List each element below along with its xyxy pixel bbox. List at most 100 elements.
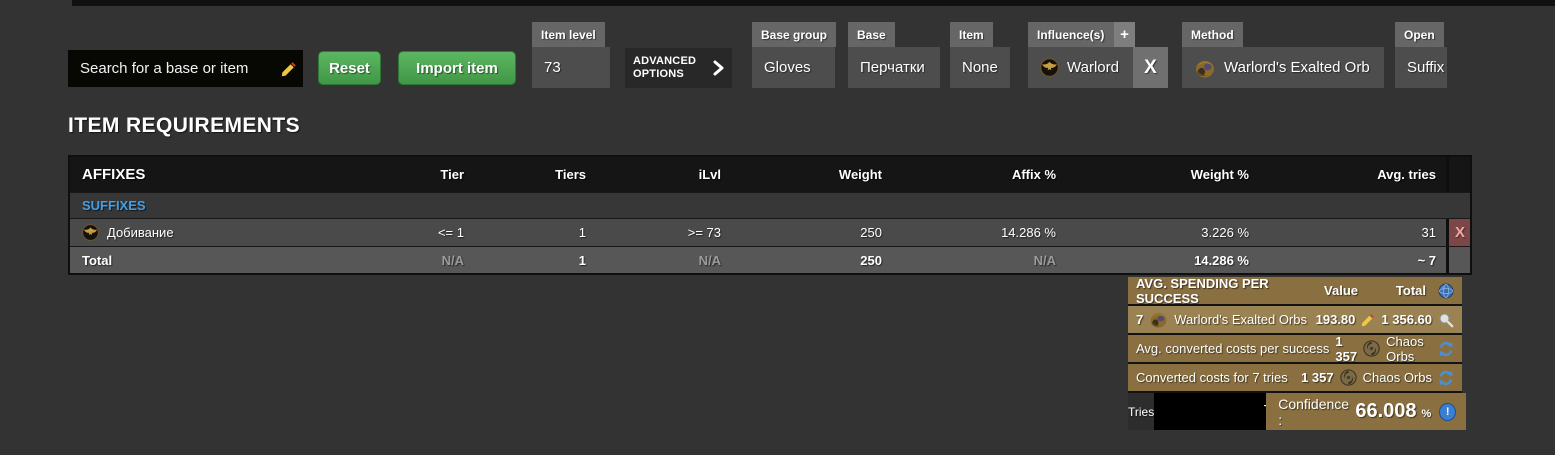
col-header-ilvl: iLvl bbox=[698, 167, 721, 182]
refresh-icon[interactable] bbox=[1438, 341, 1454, 357]
chaos-orb-icon bbox=[1339, 369, 1357, 386]
influence-value[interactable]: Warlord bbox=[1028, 47, 1133, 88]
orb-total-value: 1 356.60 bbox=[1381, 312, 1432, 327]
influences-label: Influence(s) bbox=[1028, 22, 1114, 47]
chaos-orb-icon bbox=[1363, 340, 1380, 357]
item-level-value[interactable]: 73 bbox=[532, 47, 610, 88]
exalted-orb-icon bbox=[1149, 310, 1168, 329]
confidence-area: Confidence : 66.008 % ! bbox=[1266, 393, 1467, 430]
affix-row: Добивание <= 1 1 >= 73 250 14.286 % 3.22… bbox=[70, 218, 1470, 246]
affix-tiers: 1 bbox=[578, 225, 586, 240]
warlord-affix-icon bbox=[82, 224, 99, 241]
avg-converted-currency: Chaos Orbs bbox=[1386, 333, 1424, 364]
base-search-field[interactable] bbox=[68, 50, 303, 87]
pencil-icon[interactable] bbox=[1361, 313, 1375, 327]
item-value[interactable]: None bbox=[950, 47, 1010, 88]
method-value[interactable]: Warlord's Exalted Orb bbox=[1182, 47, 1384, 88]
advanced-options-label: ADVANCED OPTIONS bbox=[633, 54, 697, 80]
open-label: Open bbox=[1395, 22, 1444, 47]
total-tiers: 1 bbox=[578, 252, 586, 268]
page-title: ITEM REQUIREMENTS bbox=[68, 114, 300, 137]
influence-name: Warlord bbox=[1067, 59, 1119, 76]
confidence-value: 66.008 bbox=[1355, 400, 1417, 422]
affix-weight: 250 bbox=[860, 225, 882, 240]
total-weight: 250 bbox=[860, 252, 882, 268]
top-divider bbox=[72, 0, 1555, 6]
tries-label: Tries bbox=[1128, 393, 1155, 430]
spending-title: AVG. SPENDING PER SUCCESS bbox=[1136, 275, 1269, 306]
affix-name: Добивание bbox=[107, 225, 174, 240]
method-label: Method bbox=[1182, 22, 1243, 47]
item-label: Item bbox=[950, 22, 993, 47]
col-header-weight: Weight bbox=[838, 167, 882, 182]
remove-influence-button[interactable]: X bbox=[1133, 47, 1168, 88]
avg-converted-value: 1 357 bbox=[1335, 333, 1358, 364]
affix-delete-cell: X bbox=[1446, 219, 1470, 246]
converted-tries-row: Converted costs for 7 tries 1 357 Chaos … bbox=[1128, 364, 1462, 393]
affix-pct: 14.286 % bbox=[1001, 225, 1056, 240]
total-tier: N/A bbox=[441, 252, 464, 268]
avg-converted-row: Avg. converted costs per success 1 357 C… bbox=[1128, 333, 1462, 364]
spending-header-row: AVG. SPENDING PER SUCCESS Value Total bbox=[1128, 275, 1462, 306]
value-column-header: Value bbox=[1324, 283, 1358, 298]
pencil-icon[interactable] bbox=[281, 61, 297, 77]
affix-avg-tries: 31 bbox=[1421, 225, 1436, 240]
item-level-label: Item level bbox=[532, 22, 605, 47]
avg-converted-label: Avg. converted costs per success bbox=[1136, 341, 1330, 356]
import-item-button[interactable]: Import item bbox=[398, 51, 516, 85]
col-header-avg-tries: Avg. tries bbox=[1377, 167, 1436, 182]
info-icon[interactable]: ! bbox=[1439, 402, 1457, 421]
base-value[interactable]: Перчатки bbox=[848, 47, 940, 88]
exalted-orb-icon bbox=[1194, 57, 1216, 79]
affix-weight-pct: 3.226 % bbox=[1201, 225, 1249, 240]
col-header-weight-pct: Weight % bbox=[1190, 167, 1249, 182]
globe-icon[interactable] bbox=[1438, 283, 1454, 299]
add-influence-button[interactable]: + bbox=[1114, 22, 1135, 47]
search-input[interactable] bbox=[78, 59, 281, 78]
tries-field[interactable] bbox=[1154, 393, 1389, 430]
refresh-icon[interactable] bbox=[1438, 370, 1454, 386]
affix-name-cell: Добивание bbox=[70, 224, 352, 241]
orb-quantity: 7 bbox=[1136, 312, 1144, 327]
method-name: Warlord's Exalted Orb bbox=[1224, 59, 1370, 76]
suffixes-group-label: SUFFIXES bbox=[82, 198, 146, 213]
tries-confidence-row: Tries Confidence : 66.008 % ! bbox=[1128, 393, 1467, 430]
col-header-delete bbox=[1446, 157, 1470, 192]
total-row: Total N/A 1 N/A 250 N/A 14.286 % ~ 7 bbox=[70, 246, 1470, 273]
magnifier-icon[interactable] bbox=[1438, 312, 1454, 328]
avg-spending-panel: AVG. SPENDING PER SUCCESS Value Total 7 … bbox=[1128, 275, 1467, 430]
converted-tries-currency: Chaos Orbs bbox=[1362, 370, 1432, 385]
total-ilvl: N/A bbox=[698, 252, 721, 268]
total-label: Total bbox=[82, 252, 113, 268]
converted-tries-value: 1 357 bbox=[1301, 370, 1334, 385]
open-value[interactable]: Suffix bbox=[1395, 47, 1447, 88]
confidence-unit: % bbox=[1421, 408, 1432, 420]
orb-unit-value: 193.80 bbox=[1315, 312, 1356, 327]
advanced-options-button[interactable]: ADVANCED OPTIONS bbox=[625, 48, 732, 88]
reset-button[interactable]: Reset bbox=[318, 51, 381, 85]
col-header-tier: Tier bbox=[440, 167, 464, 182]
col-header-affix-pct: Affix % bbox=[1011, 167, 1056, 182]
orb-name: Warlord's Exalted Orbs bbox=[1174, 312, 1307, 327]
chevron-right-icon bbox=[713, 60, 724, 76]
orb-cost-row: 7 Warlord's Exalted Orbs 193.80 1 356.60 bbox=[1128, 306, 1462, 335]
affix-tier: <= 1 bbox=[437, 225, 464, 240]
delete-affix-button[interactable]: X bbox=[1449, 219, 1470, 246]
total-weight-pct: 14.286 % bbox=[1194, 252, 1249, 268]
affix-ilvl: >= 73 bbox=[687, 225, 721, 240]
total-avg-tries: ~ 7 bbox=[1417, 252, 1436, 268]
total-affix-pct: N/A bbox=[1033, 252, 1056, 268]
base-group-value[interactable]: Gloves bbox=[752, 47, 835, 88]
affix-table-header: AFFIXES Tier Tiers iLvl Weight Affix % W… bbox=[70, 157, 1470, 192]
converted-tries-label: Converted costs for 7 tries bbox=[1136, 370, 1288, 385]
col-header-tiers: Tiers bbox=[555, 167, 586, 182]
base-label: Base bbox=[848, 22, 895, 47]
warlord-influence-icon bbox=[1040, 58, 1059, 77]
total-delete-cell bbox=[1446, 247, 1470, 273]
suffixes-group-row: SUFFIXES bbox=[70, 192, 1470, 218]
confidence-label: Confidence : bbox=[1278, 395, 1350, 428]
col-header-affixes: AFFIXES bbox=[82, 166, 146, 183]
total-column-header: Total bbox=[1395, 283, 1426, 298]
base-group-label: Base group bbox=[752, 22, 837, 47]
